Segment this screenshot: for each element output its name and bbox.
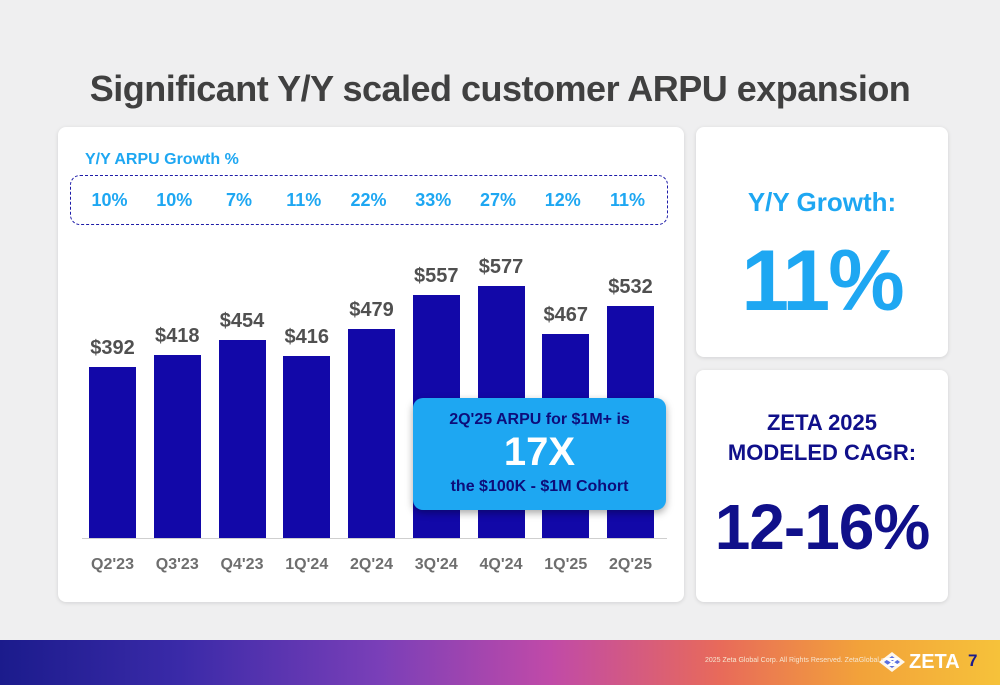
growth-pct-label: 33%: [415, 190, 452, 210]
bar-value-label: $577: [478, 256, 524, 278]
yoy-growth-label: Y/Y Growth:: [747, 187, 897, 217]
growth-pct-label: 7%: [225, 190, 252, 210]
slide-title: Significant Y/Y scaled customer ARPU exp…: [89, 68, 911, 109]
growth-pct-label: 22%: [350, 190, 387, 210]
page-number: 7: [968, 651, 978, 670]
bar: [89, 366, 136, 538]
cagr-label-line2: MODELED CAGR:: [727, 440, 917, 465]
growth-pct-label: 12%: [544, 190, 581, 210]
growth-pct-label: 27%: [479, 190, 517, 210]
bar: [218, 339, 266, 538]
growth-pct-label: 11%: [609, 190, 646, 210]
x-tick-label: 2Q'24: [350, 556, 393, 573]
callout-line1: 2Q'25 ARPU for $1M+ is: [449, 411, 630, 428]
x-tick-label: Q2'23: [91, 556, 134, 573]
bar-value-label: $479: [349, 298, 394, 321]
bar-value-label: $454: [219, 309, 265, 332]
x-axis-line: [82, 538, 667, 539]
cagr-value: 12-16%: [714, 491, 931, 563]
bar-value-label: $416: [284, 326, 330, 349]
bar: [348, 328, 395, 538]
x-tick-label: Q4'23: [220, 556, 264, 573]
bar: [153, 355, 201, 538]
growth-pct-label: 10%: [91, 190, 128, 210]
x-tick-label: 4Q'24: [479, 556, 523, 573]
zeta-logo: ZETA: [878, 651, 960, 673]
x-tick-label: 1Q'24: [285, 556, 329, 573]
growth-row-box: [70, 175, 668, 225]
bar-value-label: $467: [543, 304, 589, 327]
zeta-diamond-icon: [879, 652, 905, 672]
x-tick-label: 1Q'25: [544, 556, 588, 573]
growth-row-label: Y/Y ARPU Growth %: [85, 151, 239, 168]
growth-pct-label: 11%: [286, 190, 322, 210]
yoy-growth-card: [696, 127, 948, 357]
callout-multiple: 17X: [503, 430, 576, 474]
footer-gradient-bar: [0, 640, 1000, 685]
bar-value-label: $557: [414, 264, 459, 287]
bar-value-label: $532: [608, 275, 653, 298]
cagr-card: [696, 370, 948, 602]
bar-value-label: $418: [155, 325, 200, 348]
x-tick-label: 2Q'25: [609, 556, 652, 573]
bar: [283, 356, 331, 538]
x-tick-label: Q3'23: [155, 556, 199, 573]
bar-value-label: $392: [90, 336, 135, 359]
growth-pct-label: 10%: [156, 190, 193, 210]
zeta-logo-text: ZETA: [909, 651, 960, 673]
x-tick-label: 3Q'24: [414, 556, 458, 573]
callout-line3: the $100K - $1M Cohort: [450, 478, 629, 495]
footer-copyright: 2025 Zeta Global Corp. All Rights Reserv…: [705, 657, 895, 664]
arpu-callout: 2Q'25 ARPU for $1M+ is 17X the $100K - $…: [413, 398, 666, 510]
cagr-label-line1: ZETA 2025: [766, 410, 878, 435]
yoy-growth-value: 11%: [741, 233, 904, 329]
